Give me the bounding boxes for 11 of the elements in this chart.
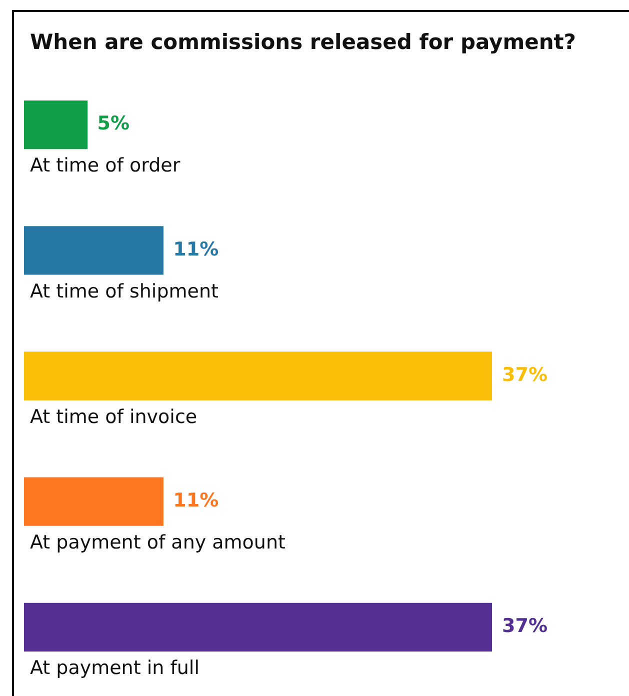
data-label: 11% — [173, 238, 219, 260]
data-label: 37% — [502, 364, 548, 386]
y-tick-label: At time of invoice — [30, 406, 198, 428]
data-label: 11% — [173, 490, 219, 512]
y-tick-label: At payment in full — [30, 657, 200, 680]
y-tick-label: At time of shipment — [30, 280, 218, 302]
y-tick-label: At payment of any amount — [30, 532, 286, 554]
y-tick-label: At time of order — [30, 154, 180, 177]
data-label: 5% — [97, 112, 130, 135]
data-label: 37% — [502, 615, 548, 638]
chart-title: When are commissions released for payment? — [30, 30, 576, 54]
